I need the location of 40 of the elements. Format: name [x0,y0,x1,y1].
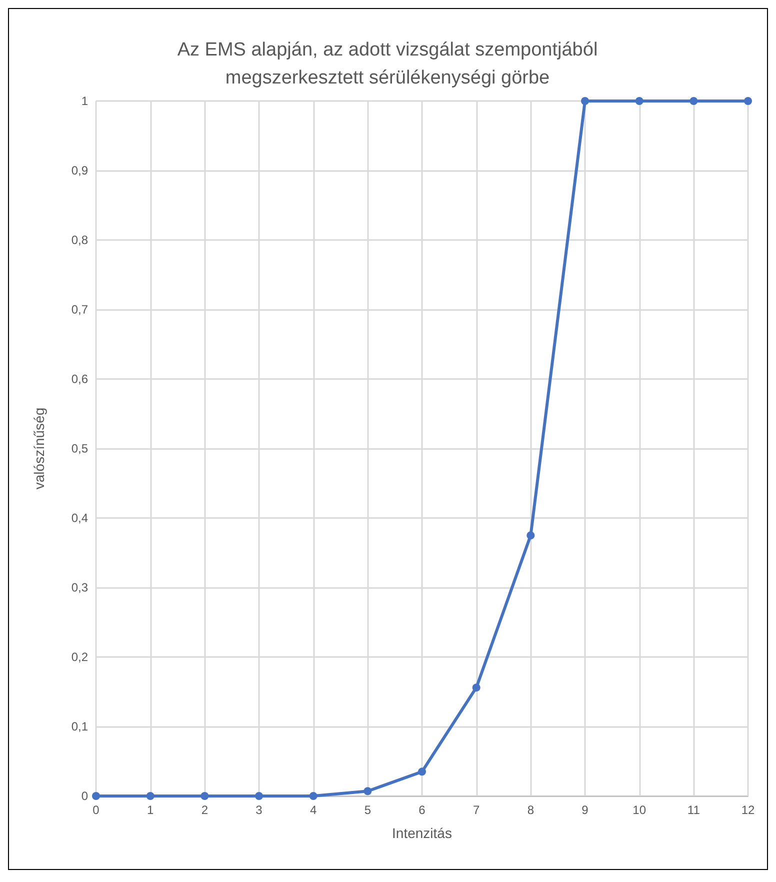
point [255,792,263,800]
x-tick-label: 8 [527,803,534,817]
x-axis-title: Intenzitás [392,825,452,841]
x-tick-label: 9 [582,803,589,817]
point [635,97,644,105]
y-tick-label: 0,2 [71,650,88,664]
y-tick-label: 0,8 [71,233,88,247]
x-tick-label: 0 [92,803,100,817]
x-tick-label: 7 [472,803,480,817]
point [146,792,154,800]
y-tick-label: 0,1 [71,720,88,734]
y-tick-label: 0 [81,789,88,803]
x-tick-label: 1 [146,803,154,817]
x-tick-label: 4 [310,803,317,817]
point [364,787,372,796]
x-tick-label: 11 [687,803,700,817]
point [744,97,752,105]
point [690,97,698,105]
x-tick-label: 6 [418,803,426,817]
x-tick-label: 10 [632,803,646,817]
y-tick-label: 0,6 [71,372,88,386]
x-tick-label: 5 [364,803,372,817]
point [200,792,209,800]
point [418,768,426,776]
y-tick-label: 0,7 [71,302,88,316]
y-tick-label: 0,5 [71,442,88,456]
point [92,792,100,800]
point [526,531,535,540]
x-tick-label: 3 [256,803,263,817]
y-tick-label: 0,3 [71,580,88,594]
y-tick-label: 1 [81,94,88,108]
point [581,97,589,105]
point [472,684,480,692]
y-tick-label: 0,4 [71,511,88,525]
x-tick-label: 12 [741,803,755,817]
y-axis-title: valószínűség [31,408,47,490]
y-tick-label: 0,9 [71,164,88,178]
x-tick-label: 2 [201,803,208,817]
chart-title: Az EMS alapján, az adott vizsgálat szempontjából megszerkesztett sérülékenységi görbe [177,40,598,88]
point [309,792,318,800]
